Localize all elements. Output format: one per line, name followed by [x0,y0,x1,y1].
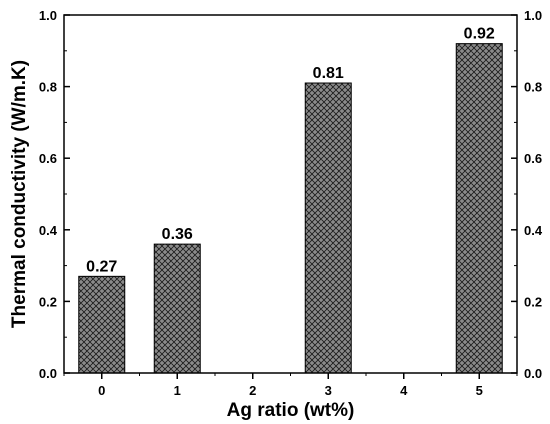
x-tick-label: 5 [476,383,483,398]
bars-layer [78,43,503,374]
data-label-5: 0.92 [464,26,495,43]
bar-5 [455,43,503,374]
left-y-tick-label: 0.0 [39,366,57,381]
right-y-axis: 0.0 0.2 0.4 0.6 0.8 1.0 [511,8,543,381]
bar-1 [153,243,201,374]
right-y-tick-label: 0.4 [524,223,543,238]
bar-3 [304,82,352,374]
bar-0 [78,275,126,374]
data-labels-layer: 0.27 0.36 0.81 0.92 [86,26,495,276]
x-axis-title: Ag ratio (wt%) [227,400,355,421]
left-y-tick-label: 1.0 [39,8,57,23]
x-tick-label: 3 [325,383,332,398]
x-axis: 0 1 2 3 4 5 [63,373,518,398]
y-axis-title: Thermal conductivity (W/m.K) [9,60,30,328]
right-y-tick-label: 0.2 [524,294,542,309]
right-y-tick-label: 0.8 [524,80,542,95]
right-y-tick-label: 1.0 [524,8,542,23]
x-tick-label: 2 [249,383,256,398]
left-y-tick-label: 0.6 [39,151,57,166]
plot-frame [63,14,518,374]
data-label-1: 0.36 [162,226,193,243]
x-tick-label: 4 [400,383,408,398]
left-y-tick-label: 0.8 [39,80,57,95]
x-tick-label: 1 [174,383,181,398]
right-y-tick-label: 0.6 [524,151,542,166]
left-y-axis: 0.0 0.2 0.4 0.6 0.8 1.0 [39,8,70,381]
data-label-3: 0.81 [313,65,344,82]
right-y-tick-label: 0.0 [524,366,542,381]
left-y-tick-label: 0.4 [39,223,58,238]
data-label-0: 0.27 [86,258,117,275]
left-y-tick-label: 0.2 [39,294,57,309]
x-tick-label: 0 [98,383,105,398]
